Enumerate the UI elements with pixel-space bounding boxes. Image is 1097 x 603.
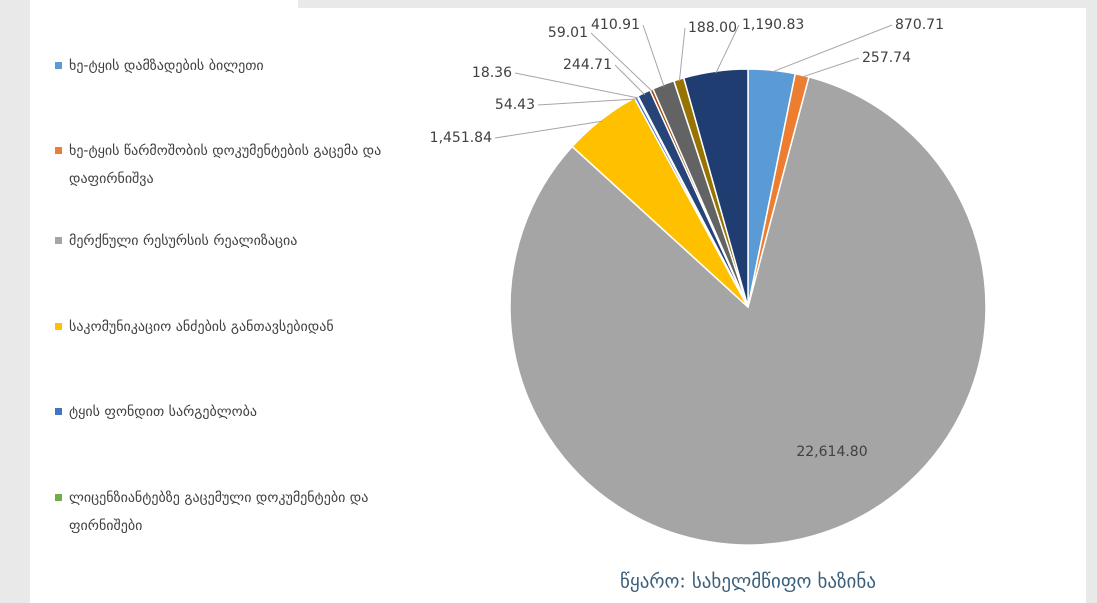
leader-line xyxy=(642,24,665,87)
legend-item: ტყის ფონდით სარგებლობა xyxy=(55,398,389,426)
legend-item: მერქნული რესურსის რეალიზაცია xyxy=(55,227,389,255)
data-label: 54.43 xyxy=(495,97,535,113)
legend-swatch xyxy=(55,62,62,69)
legend-label: მერქნული რესურსის რეალიზაცია xyxy=(69,233,298,249)
legend-swatch xyxy=(55,237,62,244)
leader-line xyxy=(771,24,893,73)
data-label: 257.74 xyxy=(862,50,911,66)
leader-line xyxy=(801,57,860,78)
legend-item: ლიცენზიანტებზე გაცემული დოკუმენტები და ფ… xyxy=(55,484,389,540)
legend-label: საკომუნიკაციო ანძების განთავსებიდან xyxy=(69,319,334,335)
data-label: 1,451.84 xyxy=(430,130,492,146)
leader-line xyxy=(614,64,646,96)
legend-swatch xyxy=(55,494,62,501)
leader-line xyxy=(514,72,639,99)
leader-line xyxy=(537,98,637,106)
legend-label: ხე-ტყის დამზადების ბილეთი xyxy=(69,58,264,74)
data-label: 188.00 xyxy=(688,20,737,36)
legend-label: ტყის ფონდით სარგებლობა xyxy=(69,404,257,420)
data-label: 59.01 xyxy=(548,25,588,41)
legend-item: საკომუნიკაციო ანძების განთავსებიდან xyxy=(55,313,389,341)
tab xyxy=(30,0,298,8)
leader-line xyxy=(590,32,653,92)
pie-slice xyxy=(682,68,749,308)
legend-swatch xyxy=(55,408,62,415)
source: წყარო: სახელმწიფო ხაზინა xyxy=(620,571,876,593)
data-label: 1,190.83 xyxy=(742,17,804,33)
data-label: 870.71 xyxy=(895,17,944,33)
leader-line xyxy=(678,27,686,82)
legend-item: ხე-ტყის წარმოშობის დოკუმენტების გაცემა დ… xyxy=(55,137,389,193)
pie-slice xyxy=(509,76,987,546)
legend-label: ხე-ტყის წარმოშობის დოკუმენტების გაცემა დ… xyxy=(69,143,382,187)
data-label: 244.71 xyxy=(563,57,612,73)
legend-swatch xyxy=(55,147,62,154)
legend-label: ლიცენზიანტებზე გაცემული დოკუმენტები და ფ… xyxy=(69,490,369,534)
legend-item: ხე-ტყის დამზადების ბილეთი xyxy=(55,52,389,80)
data-label: 18.36 xyxy=(472,65,512,81)
data-label: 22,614.80 xyxy=(796,444,867,460)
legend-swatch xyxy=(55,323,62,330)
leader-line xyxy=(715,24,740,74)
leader-line xyxy=(494,120,603,139)
data-label: 410.91 xyxy=(591,17,640,33)
